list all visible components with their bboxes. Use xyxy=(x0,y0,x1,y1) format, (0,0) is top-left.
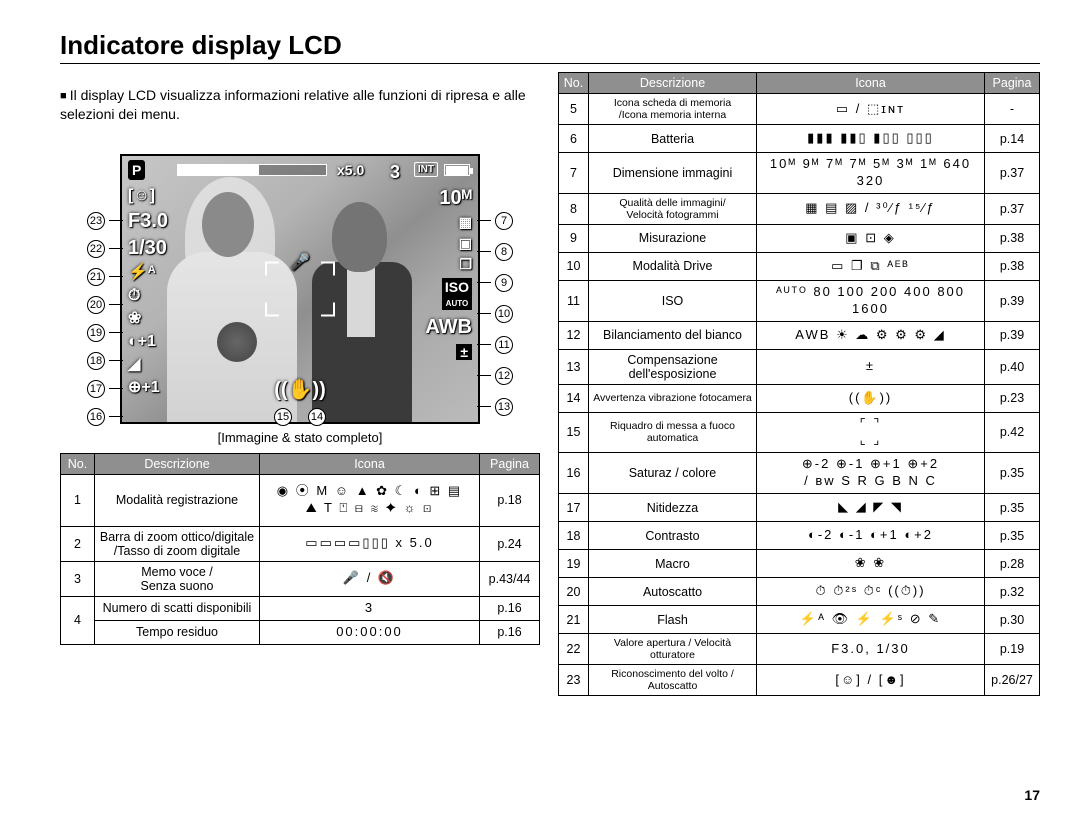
osd-mode: P xyxy=(128,160,145,180)
osd-exp: ± xyxy=(456,344,472,360)
osd-awb: AWB xyxy=(425,317,472,337)
table-row: 14Avvertenza vibrazione fotocamera((✋))p… xyxy=(559,384,1040,412)
osd-shake-icon: ((✋)) xyxy=(274,377,326,402)
osd-iso: ISOAUTO xyxy=(442,278,472,310)
th-page: Pagina xyxy=(480,453,540,474)
osd-left-stack: [☺] F3.0 1/30 ⚡ᴬ ⏱ ❀ ◐+1 ◢ ⊕+1 xyxy=(128,188,168,396)
table-row: 13Compensazione dell'esposizione±p.40 xyxy=(559,349,1040,384)
table-row: 4Numero di scatti disponibili3p.16 xyxy=(61,596,540,620)
intro-text: Il display LCD visualizza informazioni r… xyxy=(60,86,540,124)
callout-14: 14 xyxy=(308,408,326,426)
table-row: 7Dimensione immagini10ᴹ 9ᴹ 7ᴹ 7ᴹ 5ᴹ 3ᴹ 1… xyxy=(559,153,1040,194)
callout-12: 12 xyxy=(495,367,513,385)
callout-17: 17 xyxy=(87,380,105,398)
osd-battery xyxy=(444,164,470,176)
osd-aperture: F3.0 xyxy=(128,211,168,231)
osd-face: [☺] xyxy=(128,188,155,204)
table-row: 21Flash⚡ᴬ 👁 ⚡ ⚡ˢ ⊘ ✎p.30 xyxy=(559,606,1040,634)
th-page: Pagina xyxy=(985,73,1040,94)
table-row: 18Contrasto◐-2 ◐-1 ◐+1 ◐+2p.35 xyxy=(559,522,1040,550)
callout-18: 18 xyxy=(87,352,105,370)
table-row: 10Modalità Drive▭ ❐ ⧉ ᴬᴱᴮp.38 xyxy=(559,252,1040,280)
table-row: 1Modalità registrazione◉ ⦿ M ☺ ▲ ✿ ☾ ◐ ⊞… xyxy=(61,474,540,526)
table-row: 6Batteria▮▮▮ ▮▮▯ ▮▯▯ ▯▯▯p.14 xyxy=(559,125,1040,153)
table-row: 8Qualità delle immagini/Velocità fotogra… xyxy=(559,193,1040,224)
th-icon: Icona xyxy=(757,73,985,94)
th-no: No. xyxy=(559,73,589,94)
osd-macro: ❀ xyxy=(128,311,141,327)
callout-9: 9 xyxy=(495,274,513,292)
callout-19: 19 xyxy=(87,324,105,342)
th-desc: Descrizione xyxy=(589,73,757,94)
osd-zoom: x5.0 xyxy=(337,162,364,178)
table-row: 19Macro❀ ❀p.28 xyxy=(559,550,1040,578)
table-row: 5Icona scheda di memoria/Icona memoria i… xyxy=(559,94,1040,125)
callout-20: 20 xyxy=(87,296,105,314)
table-row: 22Valore apertura / Velocità otturatoreF… xyxy=(559,634,1040,665)
osd-shutter: 1/30 xyxy=(128,238,167,258)
osd-size: 10ᴹ xyxy=(439,188,472,208)
table-row: 16Saturaz / colore⊕-2 ⊕-1 ⊕+1 ⊕+2/ ʙᴡ S … xyxy=(559,453,1040,494)
th-desc: Descrizione xyxy=(95,453,260,474)
osd-contrast: ◐+1 xyxy=(128,334,156,350)
osd-card: INT xyxy=(414,162,438,177)
osd-flash: ⚡ᴬ xyxy=(128,265,156,281)
th-no: No. xyxy=(61,453,95,474)
osd-quality: ▦ xyxy=(459,215,472,229)
callout-11: 11 xyxy=(495,336,513,354)
table-row: 17Nitidezza◣ ◢ ◤ ◥p.35 xyxy=(559,494,1040,522)
table-row: 12Bilanciamento del biancoAWB ☀ ☁ ⚙ ⚙ ⚙ … xyxy=(559,321,1040,349)
legend-table-right: No. Descrizione Icona Pagina 5Icona sche… xyxy=(558,72,1040,696)
page-title: Indicatore display LCD xyxy=(60,30,1040,64)
table-row: 9Misurazione▣ ⊡ ◈p.38 xyxy=(559,224,1040,252)
page-number: 17 xyxy=(1024,787,1040,803)
legend-table-left: No. Descrizione Icona Pagina 1Modalità r… xyxy=(60,453,540,645)
lcd-diagram: 123456 P x5.0 3 INT [☺] F3.0 1/30 ⚡ᴬ ⏱ ❀… xyxy=(85,154,515,424)
callout-21: 21 xyxy=(87,268,105,286)
table-row: 23Riconoscimento del volto / Autoscatto[… xyxy=(559,665,1040,696)
lcd-caption: [Immagine & stato completo] xyxy=(60,430,540,445)
table-row: 3Memo voce /Senza suono🎤 / 🔇p.43/44 xyxy=(61,561,540,596)
table-row: 15Riquadro di messa a fuoco automatica⌜ … xyxy=(559,412,1040,453)
callout-8: 8 xyxy=(495,243,513,261)
osd-mic-icon: 🎤 xyxy=(290,252,310,272)
th-icon: Icona xyxy=(260,453,480,474)
table-row: 20Autoscatto⏱ ⏱²ˢ ⏱ᶜ ((⏱))p.32 xyxy=(559,578,1040,606)
osd-zoombar xyxy=(177,164,327,176)
table-row: 2Barra di zoom ottico/digitale/Tasso di … xyxy=(61,526,540,561)
osd-drive: ❐ xyxy=(459,257,472,271)
osd-sat: ⊕+1 xyxy=(128,380,160,396)
callout-15: 15 xyxy=(274,408,292,426)
table-row: Tempo residuo00:00:00p.16 xyxy=(61,620,540,644)
callout-22: 22 xyxy=(87,240,105,258)
osd-sharp: ◢ xyxy=(128,357,140,373)
callout-7: 7 xyxy=(495,212,513,230)
callout-10: 10 xyxy=(495,305,513,323)
osd-timer: ⏱ xyxy=(128,288,140,304)
osd-right-stack: 10ᴹ ▦ ▣ ❐ ISOAUTO AWB ± xyxy=(425,188,472,360)
lcd-screen: P x5.0 3 INT [☺] F3.0 1/30 ⚡ᴬ ⏱ ❀ ◐+1 ◢ … xyxy=(120,154,480,424)
callout-23: 23 xyxy=(87,212,105,230)
table-row: 11ISOᴬᵁᵀᴼ 80 100 200 400 800 1600p.39 xyxy=(559,280,1040,321)
osd-metering: ▣ xyxy=(459,236,472,250)
osd-shots: 3 xyxy=(390,162,400,183)
